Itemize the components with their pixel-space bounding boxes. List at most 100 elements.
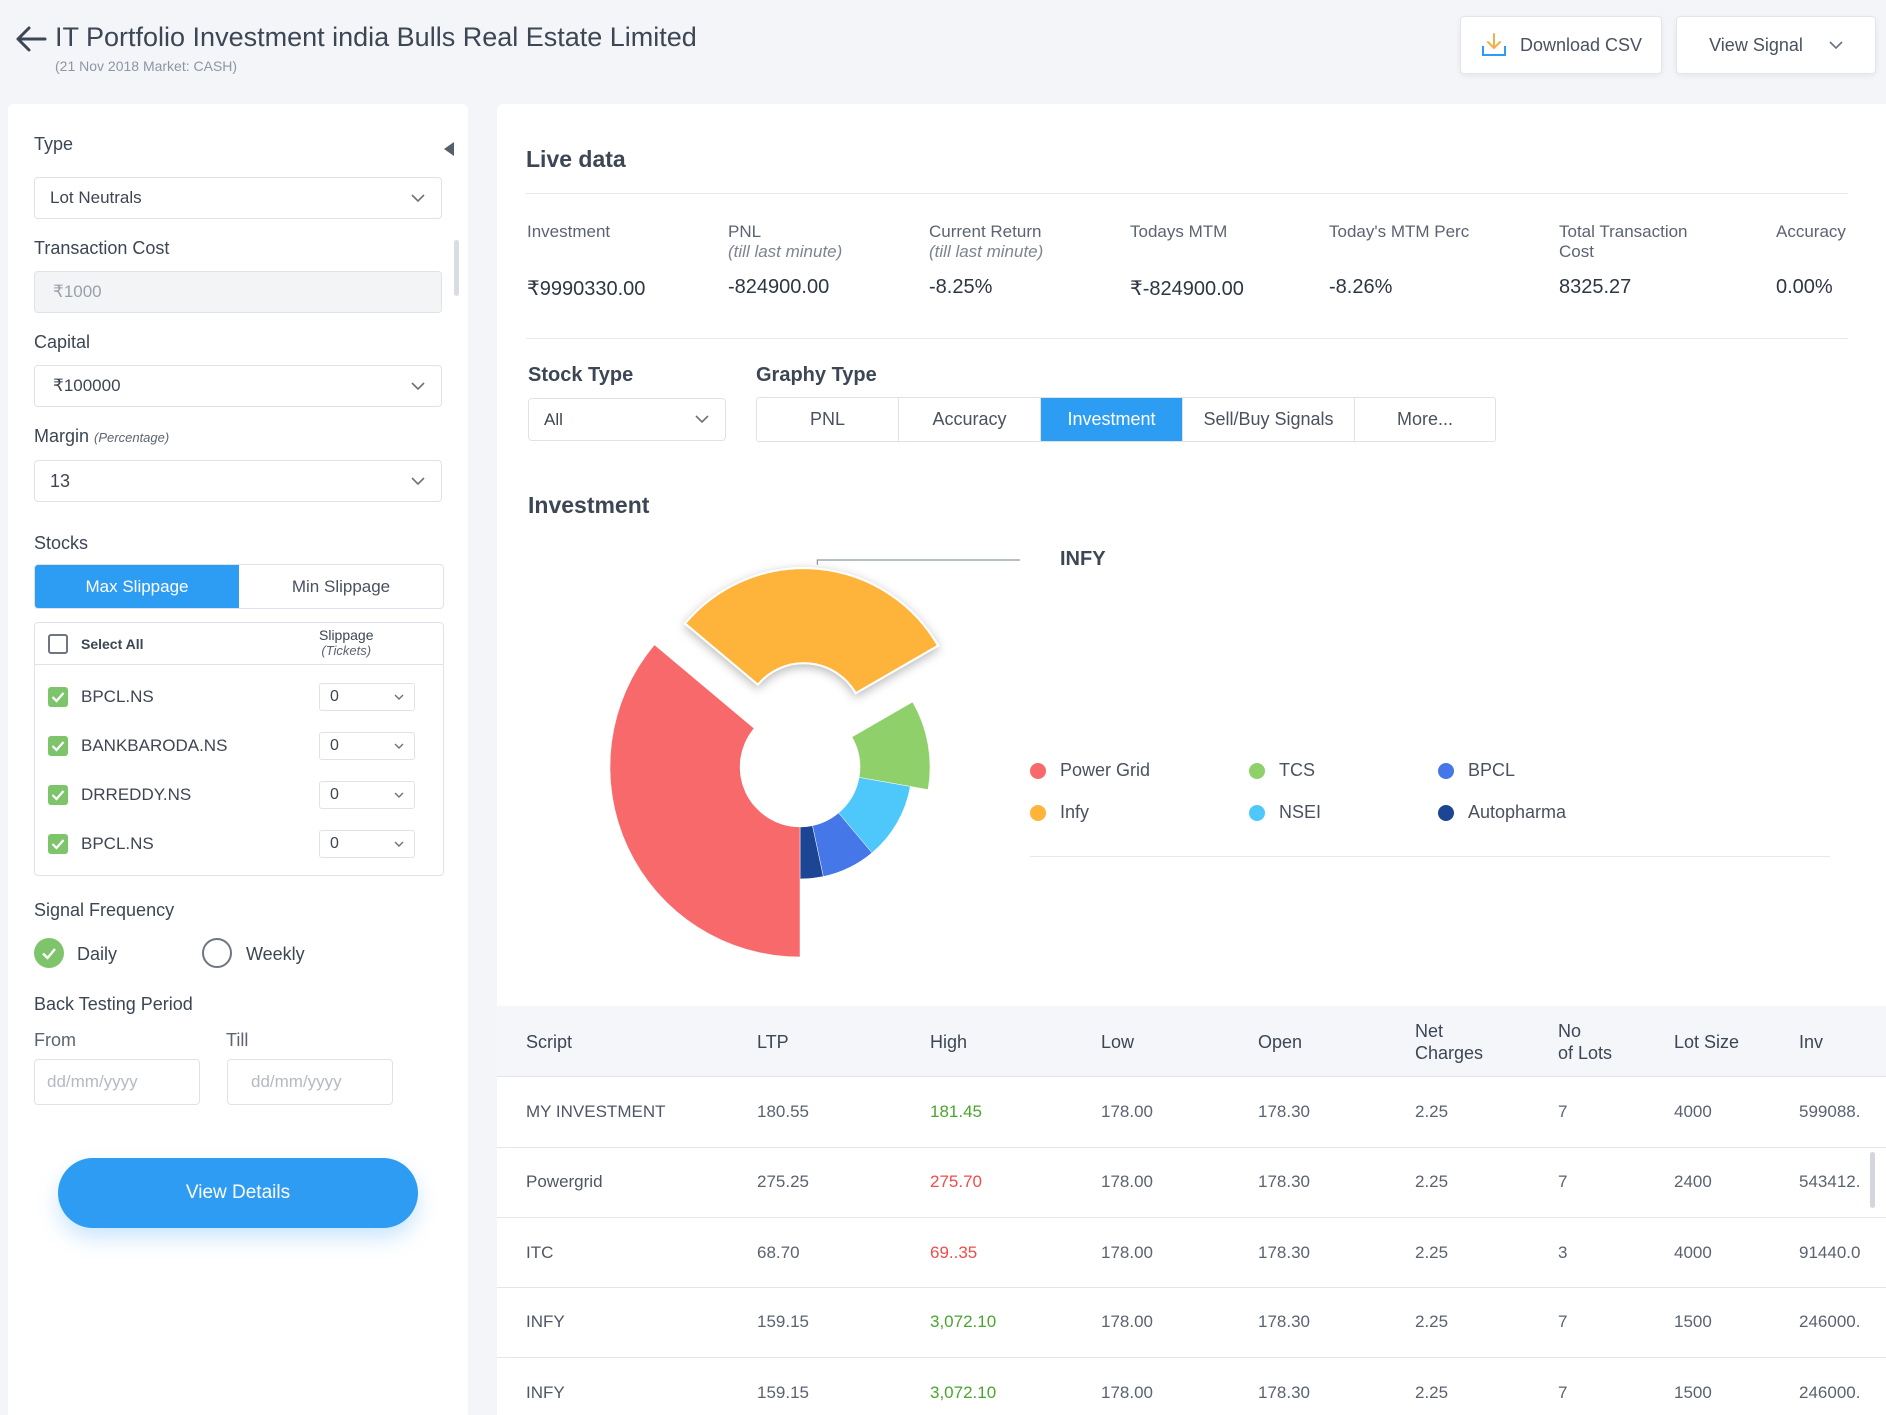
slippage-header: Slippage (Tickets) [319,627,374,659]
capital-select[interactable]: ₹100000 [34,365,442,407]
column-header-text: Inv [1799,1032,1824,1052]
slippage-select[interactable]: 0 [319,830,415,858]
table-cell: 3 [1558,1243,1568,1262]
table-cell: 7 [1558,1312,1568,1331]
slippage-select[interactable]: 0 [319,781,415,809]
legend-divider [1030,856,1830,857]
table-cell: 178.00 [1101,1243,1153,1262]
left-scrollbar[interactable] [454,240,459,296]
transaction-cost-input[interactable]: ₹1000 [34,271,442,313]
column-header[interactable]: Open [1258,1031,1302,1053]
column-header-subtext: Charges [1415,1043,1484,1063]
from-date-input[interactable]: dd/mm/yyyy [34,1059,200,1105]
slippage-subheader: (Tickets) [321,643,372,658]
stock-checkbox[interactable] [48,736,68,756]
stat-investment-value: ₹9990330.00 [527,278,646,300]
column-header[interactable]: High [930,1031,967,1053]
legend-item[interactable]: Autopharma [1438,802,1566,823]
stock-checkbox[interactable] [48,687,68,707]
download-csv-label: Download CSV [1519,34,1643,55]
slippage-select[interactable]: 0 [319,683,415,711]
view-details-button[interactable]: View Details [58,1158,418,1228]
slippage-header-text: Slippage [319,627,374,643]
table-cell: 178.30 [1258,1312,1310,1331]
from-label: From [34,1030,76,1050]
stock-checkbox[interactable] [48,834,68,854]
tab-more[interactable]: More... [1396,409,1453,429]
legend-item[interactable]: Infy [1030,802,1089,823]
weekly-radio[interactable] [202,938,232,968]
table-header [497,1006,1886,1076]
stock-row: BPCL.NS 0 [35,682,443,712]
column-header[interactable]: Low [1101,1031,1134,1053]
column-header[interactable]: No of Lots [1558,1020,1612,1064]
view-signal-dropdown[interactable]: View Signal [1676,16,1876,74]
legend-item[interactable]: BPCL [1438,760,1515,781]
check-icon [51,741,65,752]
capital-value: ₹100000 [53,376,121,395]
column-header[interactable]: Lot Size [1674,1031,1739,1053]
tab-sell-buy-signals[interactable]: Sell/Buy Signals [1183,398,1355,441]
divider [526,193,1848,194]
table-cell-script[interactable]: ITC [526,1243,554,1262]
tab-investment[interactable]: Investment [1041,398,1183,441]
table-cell-script[interactable]: INFY [526,1383,565,1402]
column-header[interactable]: Script [526,1031,572,1053]
table-cell: 246000. [1799,1383,1861,1402]
table-cell: 4000 [1674,1102,1712,1121]
graph-type-tabs: PNL Accuracy Investment Sell/Buy Signals… [756,397,1496,442]
stock-type-value: All [544,409,563,429]
stock-name: BANKBARODA.NS [81,736,228,755]
back-arrow-icon[interactable] [14,24,48,54]
column-header[interactable]: Net Charges [1415,1020,1483,1064]
tab-accuracy[interactable]: Accuracy [899,398,1041,441]
stock-checkbox[interactable] [48,785,68,805]
stat-mtm-perc-label: Today's MTM Perc [1329,222,1470,241]
table-cell-script[interactable]: Powergrid [526,1172,603,1191]
column-header-text: Script [526,1032,573,1052]
margin-label: Margin (Percentage) [34,426,169,447]
legend-label: Infy [1060,802,1090,822]
stock-type-label: Stock Type [528,364,634,386]
legend-dot-icon [1249,762,1265,779]
stock-list: Select All Slippage (Tickets) BPCL.NS 0 … [34,622,444,876]
table-cell: 178.00 [1101,1383,1153,1402]
table-cell-script[interactable]: INFY [526,1312,565,1331]
till-label: Till [226,1030,249,1050]
legend-item[interactable]: Power Grid [1030,760,1150,781]
type-select[interactable]: Lot Neutrals [34,177,442,219]
max-slippage-tab[interactable]: Max Slippage [35,565,239,608]
table-cell: 2400 [1674,1172,1712,1191]
type-value: Lot Neutrals [50,188,142,207]
stat-transaction-cost-value: 8325.27 [1559,276,1632,298]
select-all-checkbox[interactable] [48,634,68,654]
legend-item[interactable]: NSEI [1249,802,1321,823]
transaction-cost-placeholder: ₹1000 [53,282,102,301]
table-cell: 599088. [1799,1102,1861,1121]
column-header[interactable]: Inv [1799,1031,1823,1053]
pie-slice-infy[interactable] [683,567,940,695]
table-cell-script[interactable]: MY INVESTMENT [526,1102,666,1121]
margin-select[interactable]: 13 [34,460,442,502]
daily-radio[interactable] [34,938,64,968]
pie-slice-power-grid[interactable] [609,644,801,958]
legend-item[interactable]: TCS [1249,760,1315,781]
pie-slice-tcs[interactable] [851,701,931,790]
select-all-label: Select All [81,636,144,652]
stock-type-select[interactable]: All [528,398,726,441]
table-cell: 2.25 [1415,1312,1449,1331]
table-scrollbar[interactable] [1870,1152,1875,1208]
table-cell: 68.70 [757,1243,800,1262]
till-date-input[interactable]: dd/mm/yyyy [227,1059,393,1105]
table-cell: 2.25 [1415,1383,1449,1402]
column-header[interactable]: LTP [757,1031,789,1053]
collapse-panel-icon[interactable] [444,142,454,156]
tab-pnl[interactable]: PNL [757,398,899,441]
legend-label: TCS [1279,760,1315,780]
margin-label-text: Margin [34,426,90,446]
min-slippage-tab[interactable]: Min Slippage [291,576,391,596]
capital-label: Capital [34,332,91,352]
download-csv-button[interactable]: Download CSV [1460,16,1662,74]
stock-row: BANKBARODA.NS 0 [35,731,443,761]
slippage-select[interactable]: 0 [319,732,415,760]
